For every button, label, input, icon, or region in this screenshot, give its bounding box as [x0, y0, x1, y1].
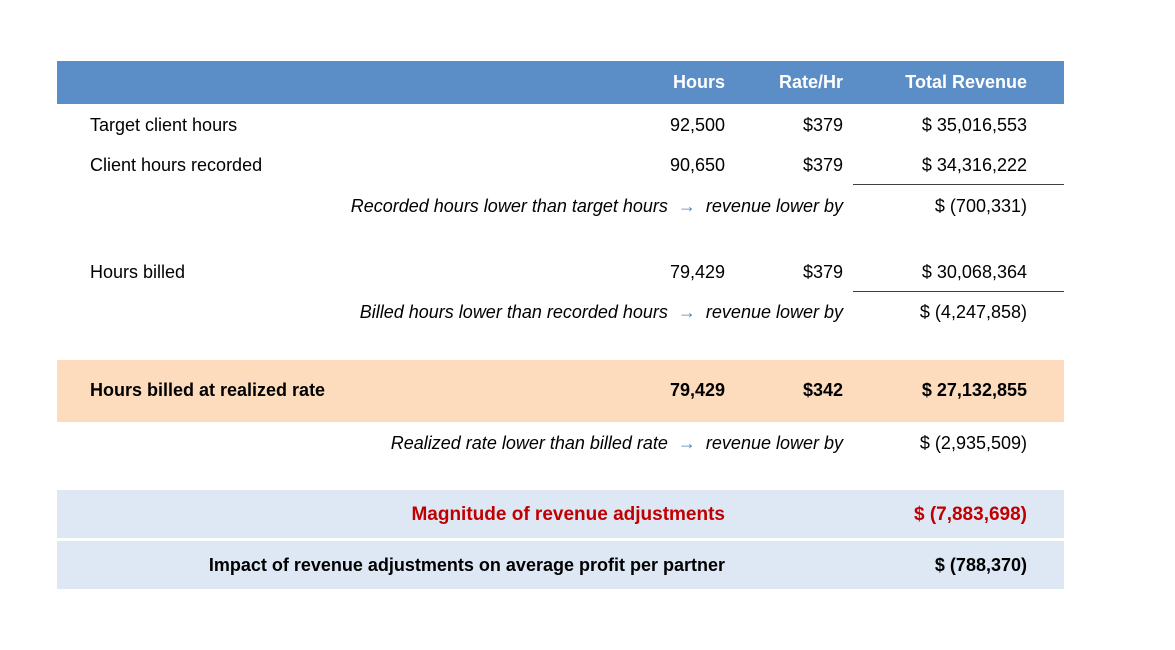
- row-label: Target client hours: [90, 115, 238, 135]
- row-total: $ 30,068,364: [921, 262, 1027, 282]
- difference-note: Recorded hours lower than target hours → r…: [351, 196, 843, 217]
- difference-value: $ (4,247,858): [919, 302, 1027, 322]
- row-hours: 92,500: [669, 115, 725, 135]
- row-total: $ 34,316,222: [921, 155, 1027, 175]
- highlight-row: Hours billed at realized rate 79,429 $34…: [57, 360, 1064, 422]
- note-right: revenue lower by: [705, 302, 843, 322]
- difference-value: $ (700,331): [934, 196, 1027, 216]
- row-total: $ 35,016,553: [921, 115, 1027, 135]
- summary-row-impact: Impact of revenue adjustments on average…: [57, 541, 1064, 589]
- row-label: Hours billed: [90, 262, 186, 282]
- summary-row-magnitude: Magnitude of revenue adjustments $ (7,88…: [57, 490, 1064, 538]
- row-label: Client hours recorded: [90, 155, 263, 175]
- summary-total: $ (788,370): [934, 555, 1027, 575]
- subtotal-rule: [853, 184, 1064, 185]
- row-rate: $342: [802, 380, 843, 400]
- row-rate: $379: [802, 262, 843, 282]
- summary-label: Impact of revenue adjustments on average…: [208, 555, 725, 575]
- row-hours: 79,429: [669, 380, 725, 400]
- table-header: Hours Rate/Hr Total Revenue: [57, 61, 1064, 104]
- header-total-revenue: Total Revenue: [905, 72, 1027, 92]
- note-left: Recorded hours lower than target hours: [350, 196, 668, 216]
- row-hours: 79,429: [669, 262, 725, 282]
- right-arrow-icon: →: [677, 433, 696, 453]
- difference-note: Billed hours lower than recorded hours → r…: [360, 302, 843, 323]
- row-hours: 90,650: [669, 155, 725, 175]
- row-total: $ 27,132,855: [921, 380, 1027, 400]
- header-hours: Hours: [672, 72, 725, 92]
- note-left: Realized rate lower than billed rate: [390, 433, 668, 453]
- row-label: Hours billed at realized rate: [90, 380, 326, 400]
- note-right: revenue lower by: [705, 196, 843, 216]
- header-rate: Rate/Hr: [778, 72, 843, 92]
- right-arrow-icon: →: [677, 302, 696, 322]
- summary-total: $ (7,883,698): [913, 504, 1027, 525]
- note-left: Billed hours lower than recorded hours: [359, 302, 668, 322]
- subtotal-rule: [853, 291, 1064, 292]
- difference-note: Realized rate lower than billed rate → rev…: [391, 433, 843, 454]
- row-rate: $379: [802, 155, 843, 175]
- summary-label: Magnitude of revenue adjustments: [411, 504, 725, 525]
- right-arrow-icon: →: [677, 196, 696, 216]
- row-rate: $379: [802, 115, 843, 135]
- difference-value: $ (2,935,509): [919, 433, 1027, 453]
- note-right: revenue lower by: [705, 433, 843, 453]
